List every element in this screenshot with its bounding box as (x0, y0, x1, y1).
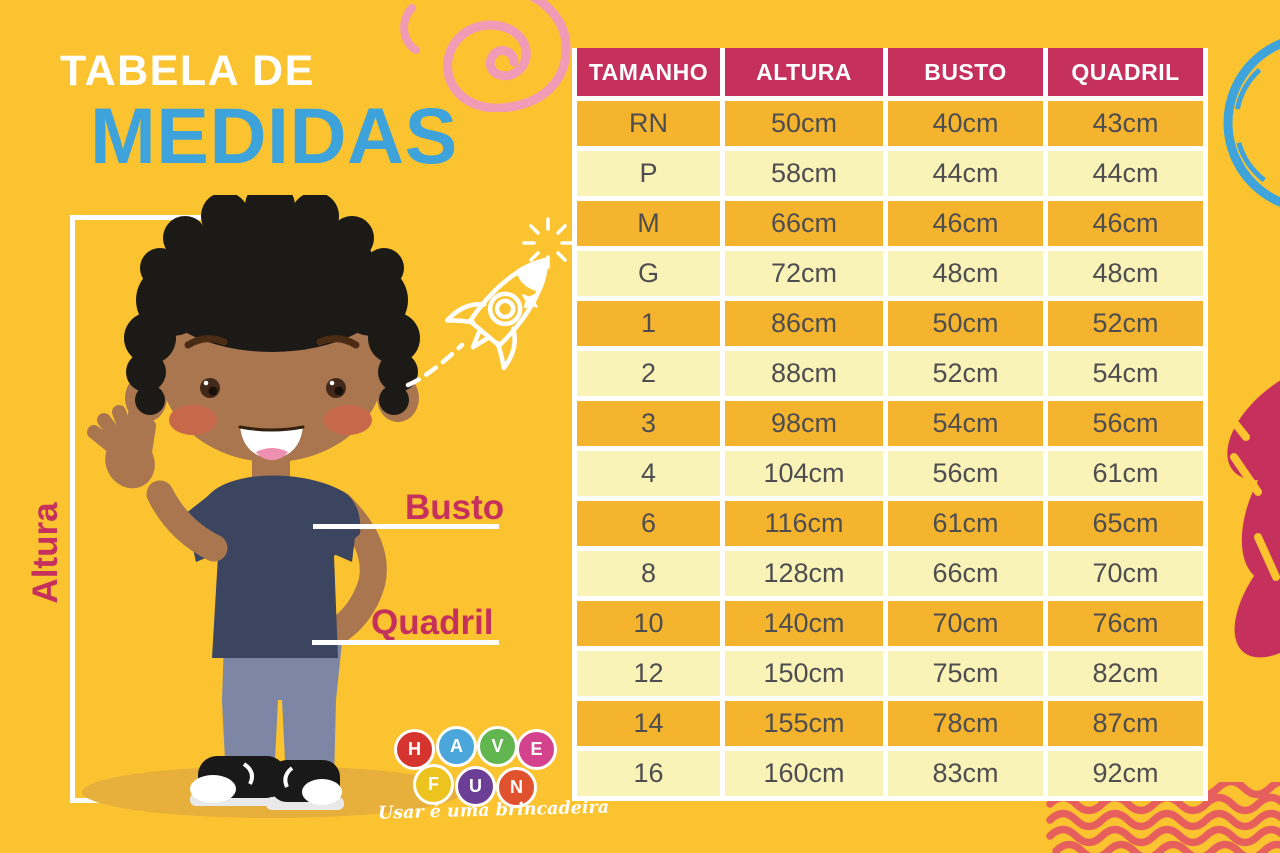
table-cell: 50cm (888, 301, 1043, 346)
table-cell: 76cm (1048, 601, 1203, 646)
table-cell: 43cm (1048, 101, 1203, 146)
table-cell: 98cm (725, 401, 883, 446)
blue-arc-icon (1223, 39, 1280, 207)
table-cell: M (577, 201, 720, 246)
logo-circle-h: H (394, 729, 435, 770)
column-header: BUSTO (888, 48, 1043, 96)
logo-circle-v: V (477, 726, 518, 767)
table-cell: 2 (577, 351, 720, 396)
table-cell: 10 (577, 601, 720, 646)
table-cell: 52cm (888, 351, 1043, 396)
table-cell: 54cm (888, 401, 1043, 446)
table-cell: 4 (577, 451, 720, 496)
logo-circle-e: E (516, 729, 557, 770)
busto-label: Busto (405, 488, 505, 527)
logo-circle-a: A (436, 726, 477, 767)
table-cell: 54cm (1048, 351, 1203, 396)
table-cell: 50cm (725, 101, 883, 146)
table-cell: 46cm (1048, 201, 1203, 246)
table-cell: 66cm (888, 551, 1043, 596)
table-cell: 61cm (1048, 451, 1203, 496)
table-cell: 44cm (1048, 151, 1203, 196)
table-cell: 61cm (888, 501, 1043, 546)
table-cell: 72cm (725, 251, 883, 296)
column-header: TAMANHO (577, 48, 720, 96)
table-cell: 104cm (725, 451, 883, 496)
table-cell: 65cm (1048, 501, 1203, 546)
column-header: QUADRIL (1048, 48, 1203, 96)
table-cell: 14 (577, 701, 720, 746)
table-cell: 1 (577, 301, 720, 346)
logo-circle-u: U (455, 766, 496, 807)
crimson-brush-icon (1222, 363, 1280, 658)
table-cell: 44cm (888, 151, 1043, 196)
table-cell: G (577, 251, 720, 296)
logo-circle-n: N (496, 767, 537, 808)
sparkle-icon (522, 217, 574, 269)
height-bracket-vertical (70, 215, 75, 803)
table-cell: 116cm (725, 501, 883, 546)
rocket-trail (405, 342, 465, 388)
table-cell: 52cm (1048, 301, 1203, 346)
table-cell: 12 (577, 651, 720, 696)
table-cell: 78cm (888, 701, 1043, 746)
table-cell: 150cm (725, 651, 883, 696)
poster-title: TABELA DE MEDIDAS (60, 47, 458, 180)
boy-illustration (82, 195, 460, 818)
table-cell: 83cm (888, 751, 1043, 796)
table-cell: 92cm (1048, 751, 1203, 796)
table-cell: 70cm (888, 601, 1043, 646)
table-cell: 3 (577, 401, 720, 446)
table-cell: 128cm (725, 551, 883, 596)
altura-label: Altura (26, 502, 65, 604)
table-cell: 82cm (1048, 651, 1203, 696)
table-cell: 40cm (888, 101, 1043, 146)
busto-pointer-line (313, 524, 499, 529)
pink-spiral-icon (400, 0, 571, 112)
table-cell: 16 (577, 751, 720, 796)
table-cell: 88cm (725, 351, 883, 396)
table-cell: 70cm (1048, 551, 1203, 596)
table-cell: 48cm (1048, 251, 1203, 296)
table-cell: 48cm (888, 251, 1043, 296)
table-cell: 87cm (1048, 701, 1203, 746)
quadril-label: Quadril (371, 603, 494, 642)
table-cell: 46cm (888, 201, 1043, 246)
title-line-2: MEDIDAS (90, 91, 458, 180)
size-table: TAMANHO ALTURA BUSTO QUADRIL RN 50cm 40cm 43cm P… (572, 48, 1208, 801)
table-cell: 58cm (725, 151, 883, 196)
table-cell: RN (577, 101, 720, 146)
table-cell: 6 (577, 501, 720, 546)
table-cell: 8 (577, 551, 720, 596)
title-line-1: TABELA DE (60, 47, 315, 95)
table-cell: 56cm (888, 451, 1043, 496)
size-table-grid: TAMANHO ALTURA BUSTO QUADRIL RN 50cm 40cm 43cm P… (577, 48, 1203, 796)
table-cell: 155cm (725, 701, 883, 746)
table-cell: 66cm (725, 201, 883, 246)
quadril-pointer-line (312, 640, 499, 645)
logo-circle-f: F (413, 764, 454, 805)
table-cell: 86cm (725, 301, 883, 346)
table-cell: 75cm (888, 651, 1043, 696)
table-cell: 56cm (1048, 401, 1203, 446)
table-cell: 160cm (725, 751, 883, 796)
column-header: ALTURA (725, 48, 883, 96)
height-bracket-top (70, 215, 258, 220)
table-cell: 140cm (725, 601, 883, 646)
table-cell: P (577, 151, 720, 196)
rocket-doodle-icon (405, 217, 574, 388)
